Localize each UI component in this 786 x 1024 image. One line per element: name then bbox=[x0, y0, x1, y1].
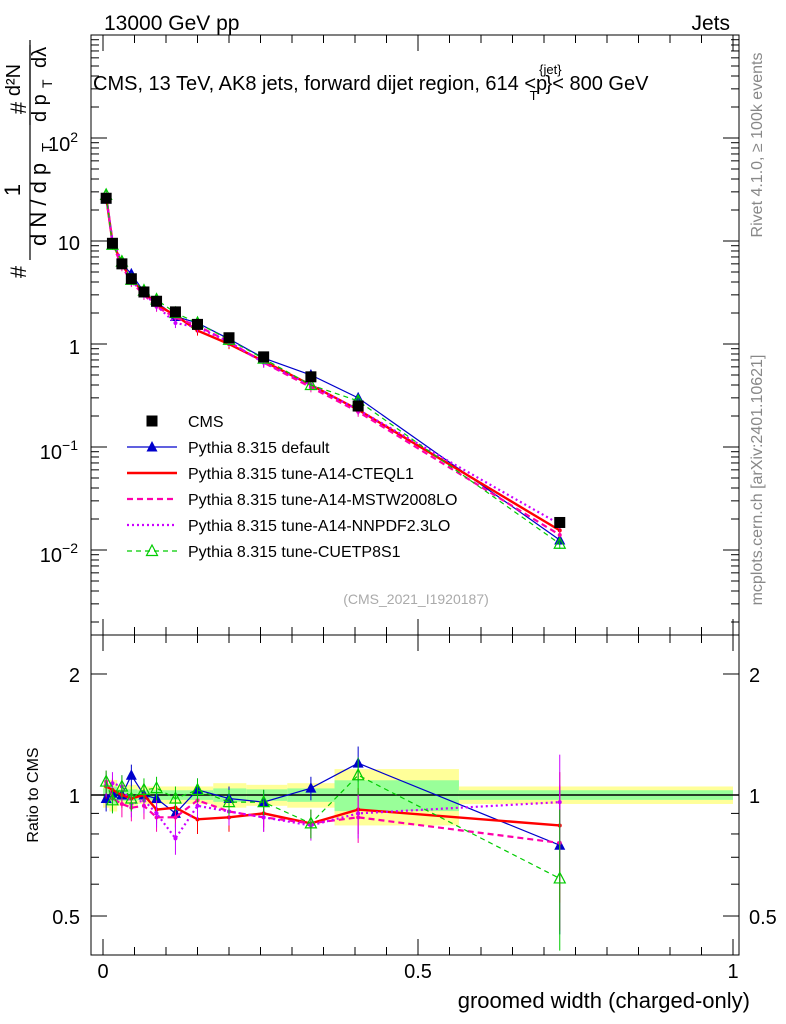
cms-data-point bbox=[554, 516, 566, 528]
ratio-ytick-label-right-1: 1 bbox=[749, 786, 760, 808]
legend-label: Pythia 8.315 tune-A14-CTEQL1 bbox=[188, 466, 414, 483]
x-axis-label: groomed width (charged-only) bbox=[458, 988, 750, 1013]
ratio-ytick-label-right-0.5: 0.5 bbox=[749, 907, 777, 929]
series-point-3 bbox=[173, 320, 178, 325]
ratio-point-4 bbox=[124, 791, 138, 804]
ratio-point-3 bbox=[356, 811, 361, 816]
ratio-point-0 bbox=[305, 782, 317, 793]
ratio-ytick-label-0.5: 0.5 bbox=[52, 907, 80, 929]
ytick-label-1e-1: 10−1 bbox=[40, 437, 78, 464]
legend-marker-0 bbox=[146, 441, 158, 452]
ratio-point-0 bbox=[125, 769, 137, 780]
legend-label: Pythia 8.315 tune-CUETP8S1 bbox=[188, 544, 401, 561]
top-y-tick-labels: 10−2 10−1 1 10 102 bbox=[40, 129, 80, 567]
ratio-point-3 bbox=[173, 836, 178, 841]
ratio-ytick-label-1: 1 bbox=[69, 786, 80, 808]
cms-data-point bbox=[258, 351, 270, 363]
ylabel-dpt-sub: T bbox=[39, 79, 55, 88]
ratio-point-3 bbox=[110, 781, 115, 786]
ratio-point-4 bbox=[99, 774, 113, 787]
ylabel-hash-2: # bbox=[6, 101, 31, 114]
top-y-axis-label: # 1 d N / d p T # d²N d p T dλ bbox=[0, 40, 56, 278]
ratio-point-4 bbox=[168, 791, 182, 804]
ratio-point-4 bbox=[137, 782, 151, 795]
ratio-point-4 bbox=[105, 793, 119, 806]
series-point-4 bbox=[553, 536, 567, 549]
ratio-ytick-label-2: 2 bbox=[69, 665, 80, 687]
xtick-label-0.5: 0.5 bbox=[404, 961, 432, 983]
cms-data-point bbox=[100, 192, 112, 204]
ratio-point-3 bbox=[195, 803, 200, 808]
ratio-point-4 bbox=[222, 794, 236, 808]
header-left-label: 13000 GeV pp bbox=[104, 12, 239, 35]
ratio-point-4 bbox=[150, 780, 164, 794]
xtick-label-1: 1 bbox=[727, 961, 738, 983]
cms-data-point bbox=[138, 286, 150, 298]
xtick-label-0: 0 bbox=[97, 961, 108, 983]
series-point-4 bbox=[304, 377, 318, 391]
ratio-point-4 bbox=[304, 816, 318, 829]
legend-label: CMS bbox=[188, 414, 224, 431]
top-panel-series bbox=[99, 187, 567, 549]
cms-data-point bbox=[116, 258, 128, 270]
ratio-ytick-label-right-2: 2 bbox=[749, 665, 760, 687]
title-main: CMS, 13 TeV, AK8 jets, forward dijet reg… bbox=[93, 73, 547, 95]
ratio-point-4 bbox=[553, 871, 567, 884]
series-point-2 bbox=[557, 532, 562, 537]
legend-label: Pythia 8.315 default bbox=[188, 440, 330, 457]
ratio-point-4 bbox=[351, 767, 365, 781]
ratio-point-2 bbox=[173, 815, 178, 820]
cms-data-point bbox=[151, 295, 163, 307]
ytick-label-1e-2: 10−2 bbox=[40, 540, 78, 567]
legend: CMS Pythia 8.315 default Pythia 8.315 tune… bbox=[127, 414, 457, 561]
ratio-ylabel: Ratio to CMS bbox=[25, 747, 42, 842]
bottom-panel-ticks bbox=[91, 635, 739, 955]
ylabel-dn-dpt: d N / d p bbox=[26, 163, 51, 246]
ratio-point-4 bbox=[115, 779, 129, 792]
ratio-point-2 bbox=[119, 801, 124, 806]
ytick-label-1e2: 102 bbox=[48, 129, 78, 156]
ratio-point-4 bbox=[191, 782, 204, 795]
plot-title: CMS, 13 TeV, AK8 jets, forward dijet reg… bbox=[93, 62, 649, 103]
ylabel-dlambda: dλ bbox=[29, 47, 51, 68]
cms-data-point bbox=[305, 371, 317, 383]
cms-data-point bbox=[169, 306, 181, 318]
ratio-point-4 bbox=[257, 794, 271, 808]
ytick-label-1: 1 bbox=[69, 337, 80, 359]
ylabel-d2n: d²N bbox=[3, 64, 25, 96]
ylabel-dpt: d p bbox=[29, 94, 51, 122]
top-panel-ticks bbox=[91, 35, 739, 635]
title-superscript: {jet} bbox=[539, 62, 562, 77]
series-line-2 bbox=[105, 194, 561, 536]
ytick-label-10: 10 bbox=[58, 233, 80, 255]
legend-label: Pythia 8.315 tune-A14-NNPDF2.3LO bbox=[188, 518, 450, 535]
legend-marker-4 bbox=[145, 543, 159, 557]
ratio-point-3 bbox=[261, 815, 266, 820]
ylabel-one: 1 bbox=[0, 184, 25, 196]
analysis-watermark: (CMS_2021_I1920187) bbox=[343, 591, 489, 607]
header-right-label: Jets bbox=[691, 12, 730, 35]
legend-label: Pythia 8.315 tune-A14-MSTW2008LO bbox=[188, 492, 457, 509]
bottom-panel-series bbox=[99, 746, 567, 951]
ratio-point-3 bbox=[557, 800, 562, 805]
cms-data-point bbox=[125, 273, 137, 285]
ylabel-hash-1: # bbox=[6, 265, 31, 278]
cms-data-point bbox=[106, 237, 118, 249]
ylabel-dn-dpt-sub: T bbox=[39, 143, 56, 152]
mcplots-label: mcplots.cern.ch [arXiv:2401.10621] bbox=[749, 355, 766, 606]
title-tail: }< 800 GeV bbox=[546, 73, 650, 95]
legend-marker-cms bbox=[146, 415, 158, 427]
title-subscript: T bbox=[530, 88, 538, 103]
rivet-version-label: Rivet 4.1.0, ≥ 100k events bbox=[749, 53, 766, 238]
cms-data-point bbox=[192, 318, 203, 330]
cms-data-point bbox=[352, 400, 364, 412]
ratio-point-3 bbox=[154, 811, 159, 816]
cms-data-point bbox=[223, 332, 235, 344]
